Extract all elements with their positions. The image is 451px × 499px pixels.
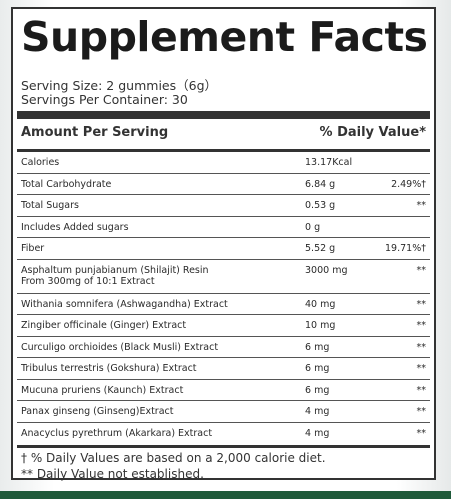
nutrient-name: Total Sugars <box>21 200 79 211</box>
nutrient-amount: 5.52 g <box>305 243 336 254</box>
table-row: Curculigo orchioides (Black Musli) Extra… <box>17 337 430 358</box>
table-row: Asphaltum punjabianum (Shilajit) Resin F… <box>17 260 430 294</box>
nutrient-daily-value: ** <box>416 320 427 331</box>
nutrient-name-line1: Asphaltum punjabianum (Shilajit) Resin <box>21 264 209 276</box>
nutrient-name: Mucuna pruriens (Kaunch) Extract <box>21 384 184 396</box>
daily-value-header: % Daily Value* <box>319 125 426 140</box>
amount-per-serving-header: Amount Per Serving <box>21 125 169 140</box>
nutrient-daily-value: ** <box>416 406 427 417</box>
nutrient-amount: 4 mg <box>305 427 330 439</box>
nutrient-daily-value: 2.49%† <box>391 178 426 190</box>
nutrient-amount: 6 mg <box>305 341 330 353</box>
servings-per-container: Servings Per Container: 30 <box>21 92 188 107</box>
header-divider <box>17 149 430 152</box>
nutrient-name: Tribulus terrestris (Gokshura) Extract <box>21 363 197 374</box>
nutrient-amount: 3000 mg <box>305 264 348 276</box>
nutrient-daily-value: 19.71%† <box>385 243 426 254</box>
nutrient-daily-value: ** <box>416 341 427 353</box>
nutrient-amount: 40 mg <box>305 298 336 310</box>
nutrient-name-line2: From 300mg of 10:1 Extract <box>21 275 155 287</box>
table-row: Total Carbohydrate 6.84 g 2.49%† <box>17 174 430 195</box>
nutrient-daily-value: ** <box>416 200 427 211</box>
nutrient-name: Anacyclus pyrethrum (Akarkara) Extract <box>21 427 213 439</box>
nutrient-amount: 4 mg <box>305 406 330 417</box>
table-row: Calories 13.17Kcal <box>17 152 430 174</box>
panel-title: Supplement Facts <box>21 13 428 61</box>
table-row: Mucuna pruriens (Kaunch) Extract 6 mg ** <box>17 380 430 401</box>
nutrient-name: Asphaltum punjabianum (Shilajit) Resin F… <box>21 265 209 287</box>
table-row: Anacyclus pyrethrum (Akarkara) Extract 4… <box>17 423 430 444</box>
nutrient-name: Withania somnifera (Ashwagandha) Extract <box>21 298 228 310</box>
nutrient-name: Curculigo orchioides (Black Musli) Extra… <box>21 341 219 353</box>
nutrient-name: Zingiber officinale (Ginger) Extract <box>21 320 187 331</box>
nutrient-daily-value: ** <box>416 427 427 439</box>
packaging-green-edge <box>0 491 451 499</box>
nutrient-daily-value: ** <box>416 298 427 310</box>
supplement-facts-panel: Supplement Facts Serving Size: 2 gummies… <box>11 7 436 481</box>
nutrient-name: Calories <box>21 157 60 168</box>
nutrient-amount: 6 mg <box>305 363 330 374</box>
nutrient-name: Includes Added sugars <box>21 221 129 233</box>
table-row: Withania somnifera (Ashwagandha) Extract… <box>17 294 430 315</box>
nutrient-daily-value: ** <box>416 384 427 396</box>
nutrient-amount: 6 mg <box>305 384 330 396</box>
nutrient-daily-value: ** <box>416 264 427 276</box>
not-established-footnote: ** Daily Value not established. <box>21 467 204 481</box>
serving-size: Serving Size: 2 gummies（6g） <box>21 78 218 93</box>
daily-values-footnote: † % Daily Values are based on a 2,000 ca… <box>21 451 326 465</box>
table-row: Includes Added sugars 0 g <box>17 217 430 238</box>
nutrient-amount: 6.84 g <box>305 178 336 190</box>
table-row: Tribulus terrestris (Gokshura) Extract 6… <box>17 358 430 380</box>
table-row: Zingiber officinale (Ginger) Extract 10 … <box>17 315 430 337</box>
footer-divider <box>17 445 430 448</box>
nutrient-amount: 0.53 g <box>305 200 336 211</box>
nutrient-name: Panax ginseng (Ginseng)Extract <box>21 406 174 417</box>
nutrient-amount: 0 g <box>305 221 321 233</box>
thick-divider <box>17 111 430 119</box>
nutrient-amount: 10 mg <box>305 320 336 331</box>
table-row: Panax ginseng (Ginseng)Extract 4 mg ** <box>17 401 430 423</box>
nutrient-name: Fiber <box>21 243 45 254</box>
nutrient-amount: 13.17Kcal <box>305 157 353 168</box>
nutrient-daily-value: ** <box>416 363 427 374</box>
table-row: Total Sugars 0.53 g ** <box>17 195 430 217</box>
nutrient-table: Calories 13.17Kcal Total Carbohydrate 6.… <box>17 152 430 443</box>
nutrient-name: Total Carbohydrate <box>21 178 112 190</box>
table-row: Fiber 5.52 g 19.71%† <box>17 238 430 260</box>
